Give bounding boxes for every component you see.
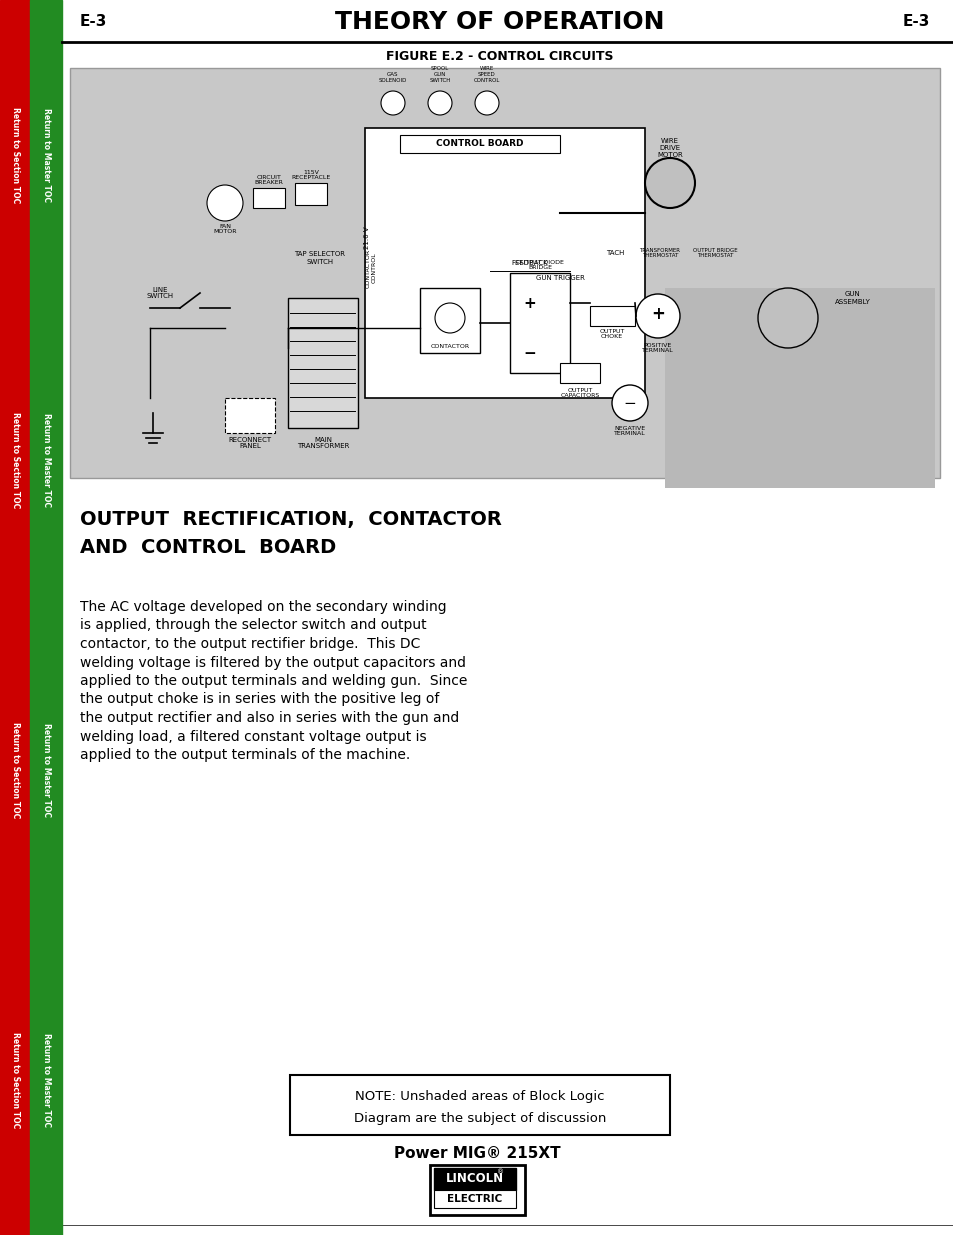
Text: Return to Master TOC: Return to Master TOC — [42, 107, 51, 203]
Bar — [664, 288, 934, 488]
Bar — [70, 68, 939, 478]
Text: LINE
SWITCH: LINE SWITCH — [146, 287, 173, 300]
Text: +: + — [650, 305, 664, 324]
Bar — [559, 363, 599, 383]
Text: FAN
MOTOR: FAN MOTOR — [213, 224, 236, 235]
Bar — [294, 183, 327, 205]
Text: Return to Master TOC: Return to Master TOC — [42, 412, 51, 508]
Text: CONTACTOR
CONTROL: CONTACTOR CONTROL — [365, 248, 376, 288]
Bar — [30, 0, 62, 1235]
Text: +: + — [523, 295, 536, 310]
Text: OUTPUT
CAPACITORS: OUTPUT CAPACITORS — [559, 388, 599, 399]
Bar — [225, 398, 274, 433]
Text: E-3: E-3 — [902, 15, 929, 30]
Text: Return to Section TOC: Return to Section TOC — [10, 107, 19, 203]
Text: welding voltage is filtered by the output capacitors and: welding voltage is filtered by the outpu… — [80, 656, 465, 669]
Text: ELECTRIC: ELECTRIC — [447, 1194, 502, 1204]
Text: contactor, to the output rectifier bridge.  This DC: contactor, to the output rectifier bridg… — [80, 637, 420, 651]
Bar — [288, 298, 357, 429]
Circle shape — [435, 303, 464, 333]
Text: OUTPUT
CHOKE: OUTPUT CHOKE — [598, 329, 624, 340]
Text: AND  CONTROL  BOARD: AND CONTROL BOARD — [80, 538, 335, 557]
Text: FIGURE E.2 - CONTROL CIRCUITS: FIGURE E.2 - CONTROL CIRCUITS — [386, 51, 613, 63]
Text: WIRE
DRIVE
MOTOR: WIRE DRIVE MOTOR — [657, 138, 682, 158]
Text: Return to Section TOC: Return to Section TOC — [10, 722, 19, 818]
Bar — [253, 188, 285, 207]
Bar — [510, 273, 569, 373]
Bar — [589, 306, 635, 326]
Bar — [434, 1168, 516, 1191]
Circle shape — [758, 288, 817, 348]
Bar — [419, 288, 479, 353]
Text: SPOOL
GUN
SWITCH: SPOOL GUN SWITCH — [429, 67, 450, 83]
Text: CONTACTOR: CONTACTOR — [430, 343, 469, 348]
Text: OUTPUT BRIDGE
THERMOSTAT: OUTPUT BRIDGE THERMOSTAT — [692, 247, 737, 258]
Text: 115V
RECEPTACLE: 115V RECEPTACLE — [291, 169, 331, 180]
Text: Power MIG® 215XT: Power MIG® 215XT — [394, 1146, 559, 1161]
Circle shape — [475, 91, 498, 115]
Text: WIRE
SPEED
CONTROL: WIRE SPEED CONTROL — [474, 67, 499, 83]
Text: POSITIVE
TERMINAL: POSITIVE TERMINAL — [641, 342, 673, 353]
Bar — [430, 1165, 524, 1215]
Text: Return to Section TOC: Return to Section TOC — [10, 1032, 19, 1128]
Bar — [290, 1074, 669, 1135]
Circle shape — [207, 185, 243, 221]
Circle shape — [612, 385, 647, 421]
Text: TRANSFORMER
THERMOSTAT: TRANSFORMER THERMOSTAT — [639, 247, 679, 258]
Text: applied to the output terminals of the machine.: applied to the output terminals of the m… — [80, 748, 410, 762]
Text: GAS
SOLENOID: GAS SOLENOID — [378, 72, 407, 83]
Text: CONTROL BOARD: CONTROL BOARD — [436, 140, 523, 148]
Text: GUN TRIGGER: GUN TRIGGER — [535, 275, 584, 282]
Text: applied to the output terminals and welding gun.  Since: applied to the output terminals and weld… — [80, 674, 467, 688]
Circle shape — [636, 294, 679, 338]
Circle shape — [428, 91, 452, 115]
Text: OUTPUT  RECTIFICATION,  CONTACTOR: OUTPUT RECTIFICATION, CONTACTOR — [80, 510, 501, 529]
Text: the output rectifier and also in series with the gun and: the output rectifier and also in series … — [80, 711, 458, 725]
Text: TACH: TACH — [605, 249, 623, 256]
Circle shape — [644, 158, 695, 207]
Text: The AC voltage developed on the secondary winding: The AC voltage developed on the secondar… — [80, 600, 446, 614]
Text: E-3: E-3 — [80, 15, 108, 30]
Text: FEEDBACK: FEEDBACK — [511, 261, 548, 266]
Text: Return to Master TOC: Return to Master TOC — [42, 1032, 51, 1128]
Text: MAIN
TRANSFORMER: MAIN TRANSFORMER — [296, 436, 349, 450]
Bar — [0, 0, 30, 1235]
Text: TAP SELECTOR
SWITCH: TAP SELECTOR SWITCH — [294, 252, 345, 264]
Bar — [434, 1191, 516, 1208]
Text: CIRCUIT
BREAKER: CIRCUIT BREAKER — [254, 174, 283, 185]
Text: NOTE: Unshaded areas of Block Logic: NOTE: Unshaded areas of Block Logic — [355, 1091, 604, 1103]
Text: LINCOLN: LINCOLN — [445, 1172, 503, 1186]
Text: OUTPUT DIODE
BRIDGE: OUTPUT DIODE BRIDGE — [516, 259, 563, 270]
Text: the output choke is in series with the positive leg of: the output choke is in series with the p… — [80, 693, 439, 706]
Text: 21.6 V: 21.6 V — [364, 227, 370, 249]
Text: −: − — [523, 346, 536, 361]
Text: is applied, through the selector switch and output: is applied, through the selector switch … — [80, 619, 426, 632]
Text: RECONNECT
PANEL: RECONNECT PANEL — [228, 436, 272, 450]
Text: Diagram are the subject of discussion: Diagram are the subject of discussion — [354, 1112, 605, 1125]
Text: −: − — [623, 395, 636, 410]
Bar — [399, 135, 559, 153]
Text: GUN
ASSEMBLY: GUN ASSEMBLY — [834, 291, 870, 305]
Text: THEORY OF OPERATION: THEORY OF OPERATION — [335, 10, 664, 35]
Text: ®: ® — [497, 1170, 504, 1174]
Text: welding load, a filtered constant voltage output is: welding load, a filtered constant voltag… — [80, 730, 426, 743]
Circle shape — [380, 91, 405, 115]
Text: NEGATIVE
TERMINAL: NEGATIVE TERMINAL — [614, 426, 645, 436]
Text: Return to Section TOC: Return to Section TOC — [10, 412, 19, 508]
Text: Return to Master TOC: Return to Master TOC — [42, 722, 51, 818]
Bar — [365, 128, 644, 398]
